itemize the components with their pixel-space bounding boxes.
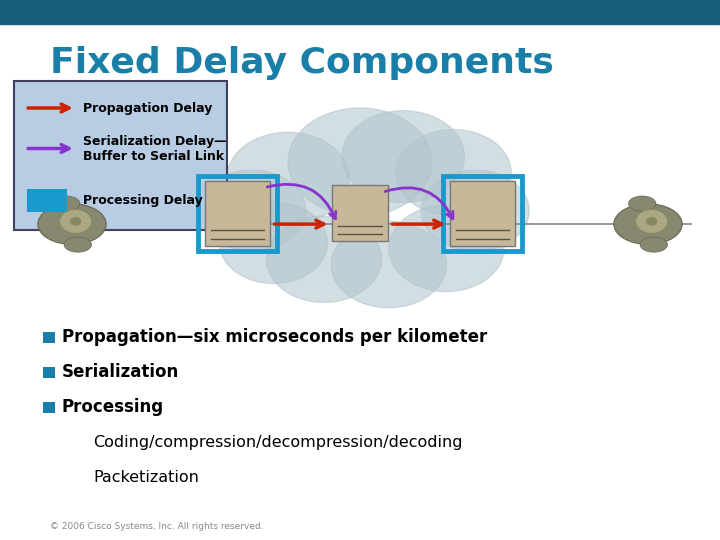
Circle shape: [60, 210, 91, 233]
Circle shape: [389, 205, 504, 292]
FancyBboxPatch shape: [14, 81, 227, 230]
Text: Coding/compression/decompression/decoding: Coding/compression/decompression/decodin…: [94, 435, 463, 450]
Ellipse shape: [640, 237, 667, 252]
Ellipse shape: [613, 204, 683, 244]
Circle shape: [331, 221, 446, 308]
FancyBboxPatch shape: [43, 402, 55, 413]
Text: Fixed Delay Components: Fixed Delay Components: [50, 46, 554, 80]
Circle shape: [636, 210, 667, 233]
Circle shape: [288, 108, 432, 216]
FancyBboxPatch shape: [205, 180, 271, 246]
Text: © 2006 Cisco Systems, Inc. All rights reserved.: © 2006 Cisco Systems, Inc. All rights re…: [50, 522, 264, 531]
Ellipse shape: [37, 204, 107, 244]
Circle shape: [198, 170, 306, 251]
Text: Propagation—six microseconds per kilometer: Propagation—six microseconds per kilomet…: [62, 328, 487, 346]
Circle shape: [266, 216, 382, 302]
FancyArrowPatch shape: [267, 184, 336, 219]
Text: Propagation Delay: Propagation Delay: [83, 102, 212, 114]
FancyBboxPatch shape: [27, 189, 67, 212]
Circle shape: [421, 170, 529, 251]
Circle shape: [70, 217, 81, 226]
Circle shape: [227, 132, 349, 224]
FancyBboxPatch shape: [332, 185, 388, 241]
FancyArrowPatch shape: [385, 188, 453, 219]
Text: Packetization: Packetization: [94, 470, 199, 485]
Text: Processing: Processing: [62, 398, 164, 416]
FancyBboxPatch shape: [43, 367, 55, 378]
Circle shape: [342, 111, 464, 202]
FancyBboxPatch shape: [449, 180, 516, 246]
Text: Serialization: Serialization: [62, 363, 179, 381]
Ellipse shape: [64, 237, 91, 252]
Circle shape: [396, 130, 511, 216]
FancyBboxPatch shape: [43, 332, 55, 343]
Ellipse shape: [53, 196, 80, 211]
Text: Processing Delay: Processing Delay: [83, 194, 202, 207]
Ellipse shape: [629, 196, 656, 211]
Circle shape: [646, 217, 657, 226]
Circle shape: [220, 202, 328, 284]
Text: Serialization Delay—
Buffer to Serial Link: Serialization Delay— Buffer to Serial Li…: [83, 134, 226, 163]
